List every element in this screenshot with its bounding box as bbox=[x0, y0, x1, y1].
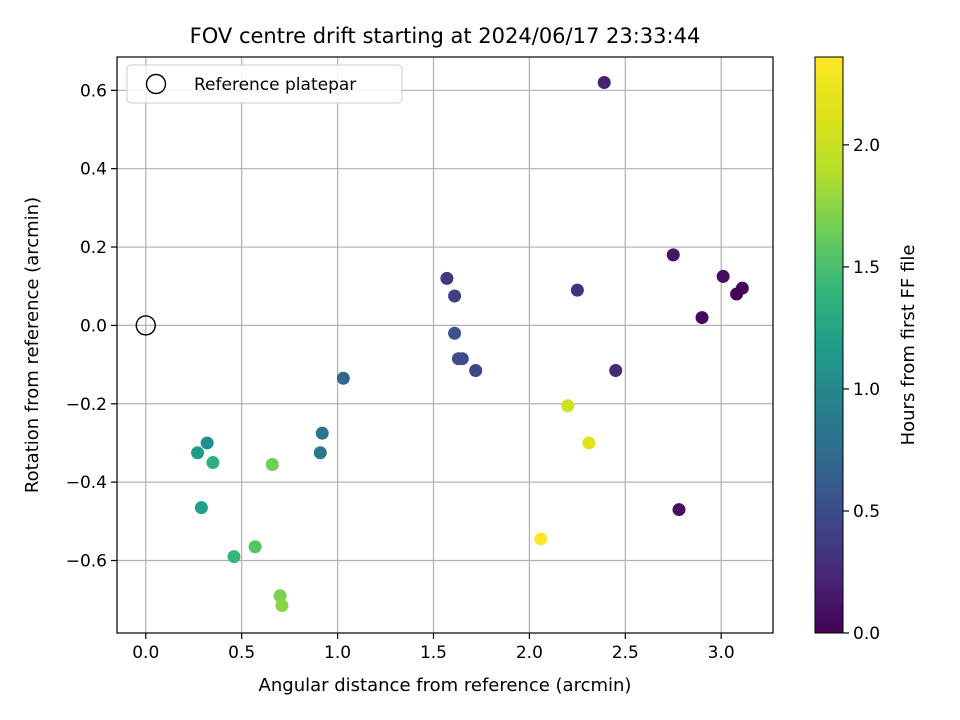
data-point bbox=[440, 271, 454, 285]
x-tick-label: 2.5 bbox=[612, 643, 639, 663]
plot-frame bbox=[116, 56, 774, 634]
y-tick-label: 0.0 bbox=[80, 316, 107, 336]
colorbar-tick-label: 0.5 bbox=[853, 502, 880, 522]
y-tick-label: 0.4 bbox=[80, 160, 107, 180]
y-tick-label: −0.6 bbox=[66, 552, 107, 572]
x-axis-label: Angular distance from reference (arcmin) bbox=[259, 675, 632, 696]
legend-box bbox=[126, 64, 403, 104]
legend-marker-icon bbox=[145, 73, 167, 95]
y-axis-ticks: −0.6 −0.4 −0.2 0.0 0.2 0.4 0.6 bbox=[66, 81, 117, 572]
legend-entry-reference: Reference platepar bbox=[194, 75, 356, 95]
data-point bbox=[336, 371, 350, 385]
data-point bbox=[695, 311, 709, 325]
data-point bbox=[206, 456, 220, 470]
data-point bbox=[672, 503, 686, 517]
colorbar-gradient bbox=[814, 56, 844, 634]
y-tick-label: 0.2 bbox=[80, 238, 107, 258]
data-point bbox=[609, 363, 623, 377]
x-tick-label: 0.5 bbox=[228, 643, 255, 663]
data-point bbox=[313, 446, 327, 460]
y-tick-label: 0.6 bbox=[80, 81, 107, 101]
data-point bbox=[248, 540, 262, 554]
colorbar-tick-label: 1.5 bbox=[853, 258, 880, 278]
x-axis-ticks: 0.0 0.5 1.0 1.5 2.0 2.5 3.0 bbox=[132, 633, 735, 663]
data-point bbox=[582, 436, 596, 450]
reference-point-marker bbox=[135, 315, 156, 336]
plot-grid bbox=[117, 57, 773, 633]
colorbar-tick-label: 1.0 bbox=[853, 380, 880, 400]
data-point bbox=[265, 458, 279, 472]
data-point bbox=[194, 501, 208, 515]
data-point bbox=[315, 426, 329, 440]
data-point bbox=[448, 326, 462, 340]
x-tick-label: 0.0 bbox=[132, 643, 159, 663]
colorbar: 0.0 0.5 1.0 1.5 2.0 Hours from first FF file bbox=[814, 56, 919, 644]
data-point bbox=[735, 281, 749, 295]
x-tick-label: 1.0 bbox=[324, 643, 351, 663]
colorbar-tick-label: 2.0 bbox=[853, 136, 880, 156]
x-tick-label: 2.0 bbox=[516, 643, 543, 663]
data-point bbox=[666, 248, 680, 262]
data-point bbox=[716, 269, 730, 283]
x-tick-label: 3.0 bbox=[708, 643, 735, 663]
data-point bbox=[534, 532, 548, 546]
data-point bbox=[227, 550, 241, 564]
data-point bbox=[448, 289, 462, 303]
colorbar-tick-label: 0.0 bbox=[853, 624, 880, 644]
data-point bbox=[469, 363, 483, 377]
data-points bbox=[135, 75, 749, 613]
colorbar-label: Hours from first FF file bbox=[898, 245, 919, 446]
y-axis-label: Rotation from reference (arcmin) bbox=[22, 197, 43, 493]
chart-title: FOV centre drift starting at 2024/06/17 … bbox=[190, 24, 701, 48]
data-point bbox=[200, 436, 214, 450]
colorbar-ticks: 0.0 0.5 1.0 1.5 2.0 bbox=[843, 136, 880, 644]
data-point bbox=[273, 589, 287, 603]
data-point bbox=[275, 599, 289, 613]
data-point bbox=[570, 283, 584, 297]
y-tick-label: −0.4 bbox=[66, 473, 107, 493]
y-tick-label: −0.2 bbox=[66, 395, 107, 415]
data-point bbox=[597, 75, 611, 89]
data-point bbox=[561, 399, 575, 413]
data-point bbox=[451, 352, 465, 366]
legend: Reference platepar bbox=[126, 64, 403, 104]
data-point bbox=[191, 446, 205, 460]
x-tick-label: 1.5 bbox=[420, 643, 447, 663]
